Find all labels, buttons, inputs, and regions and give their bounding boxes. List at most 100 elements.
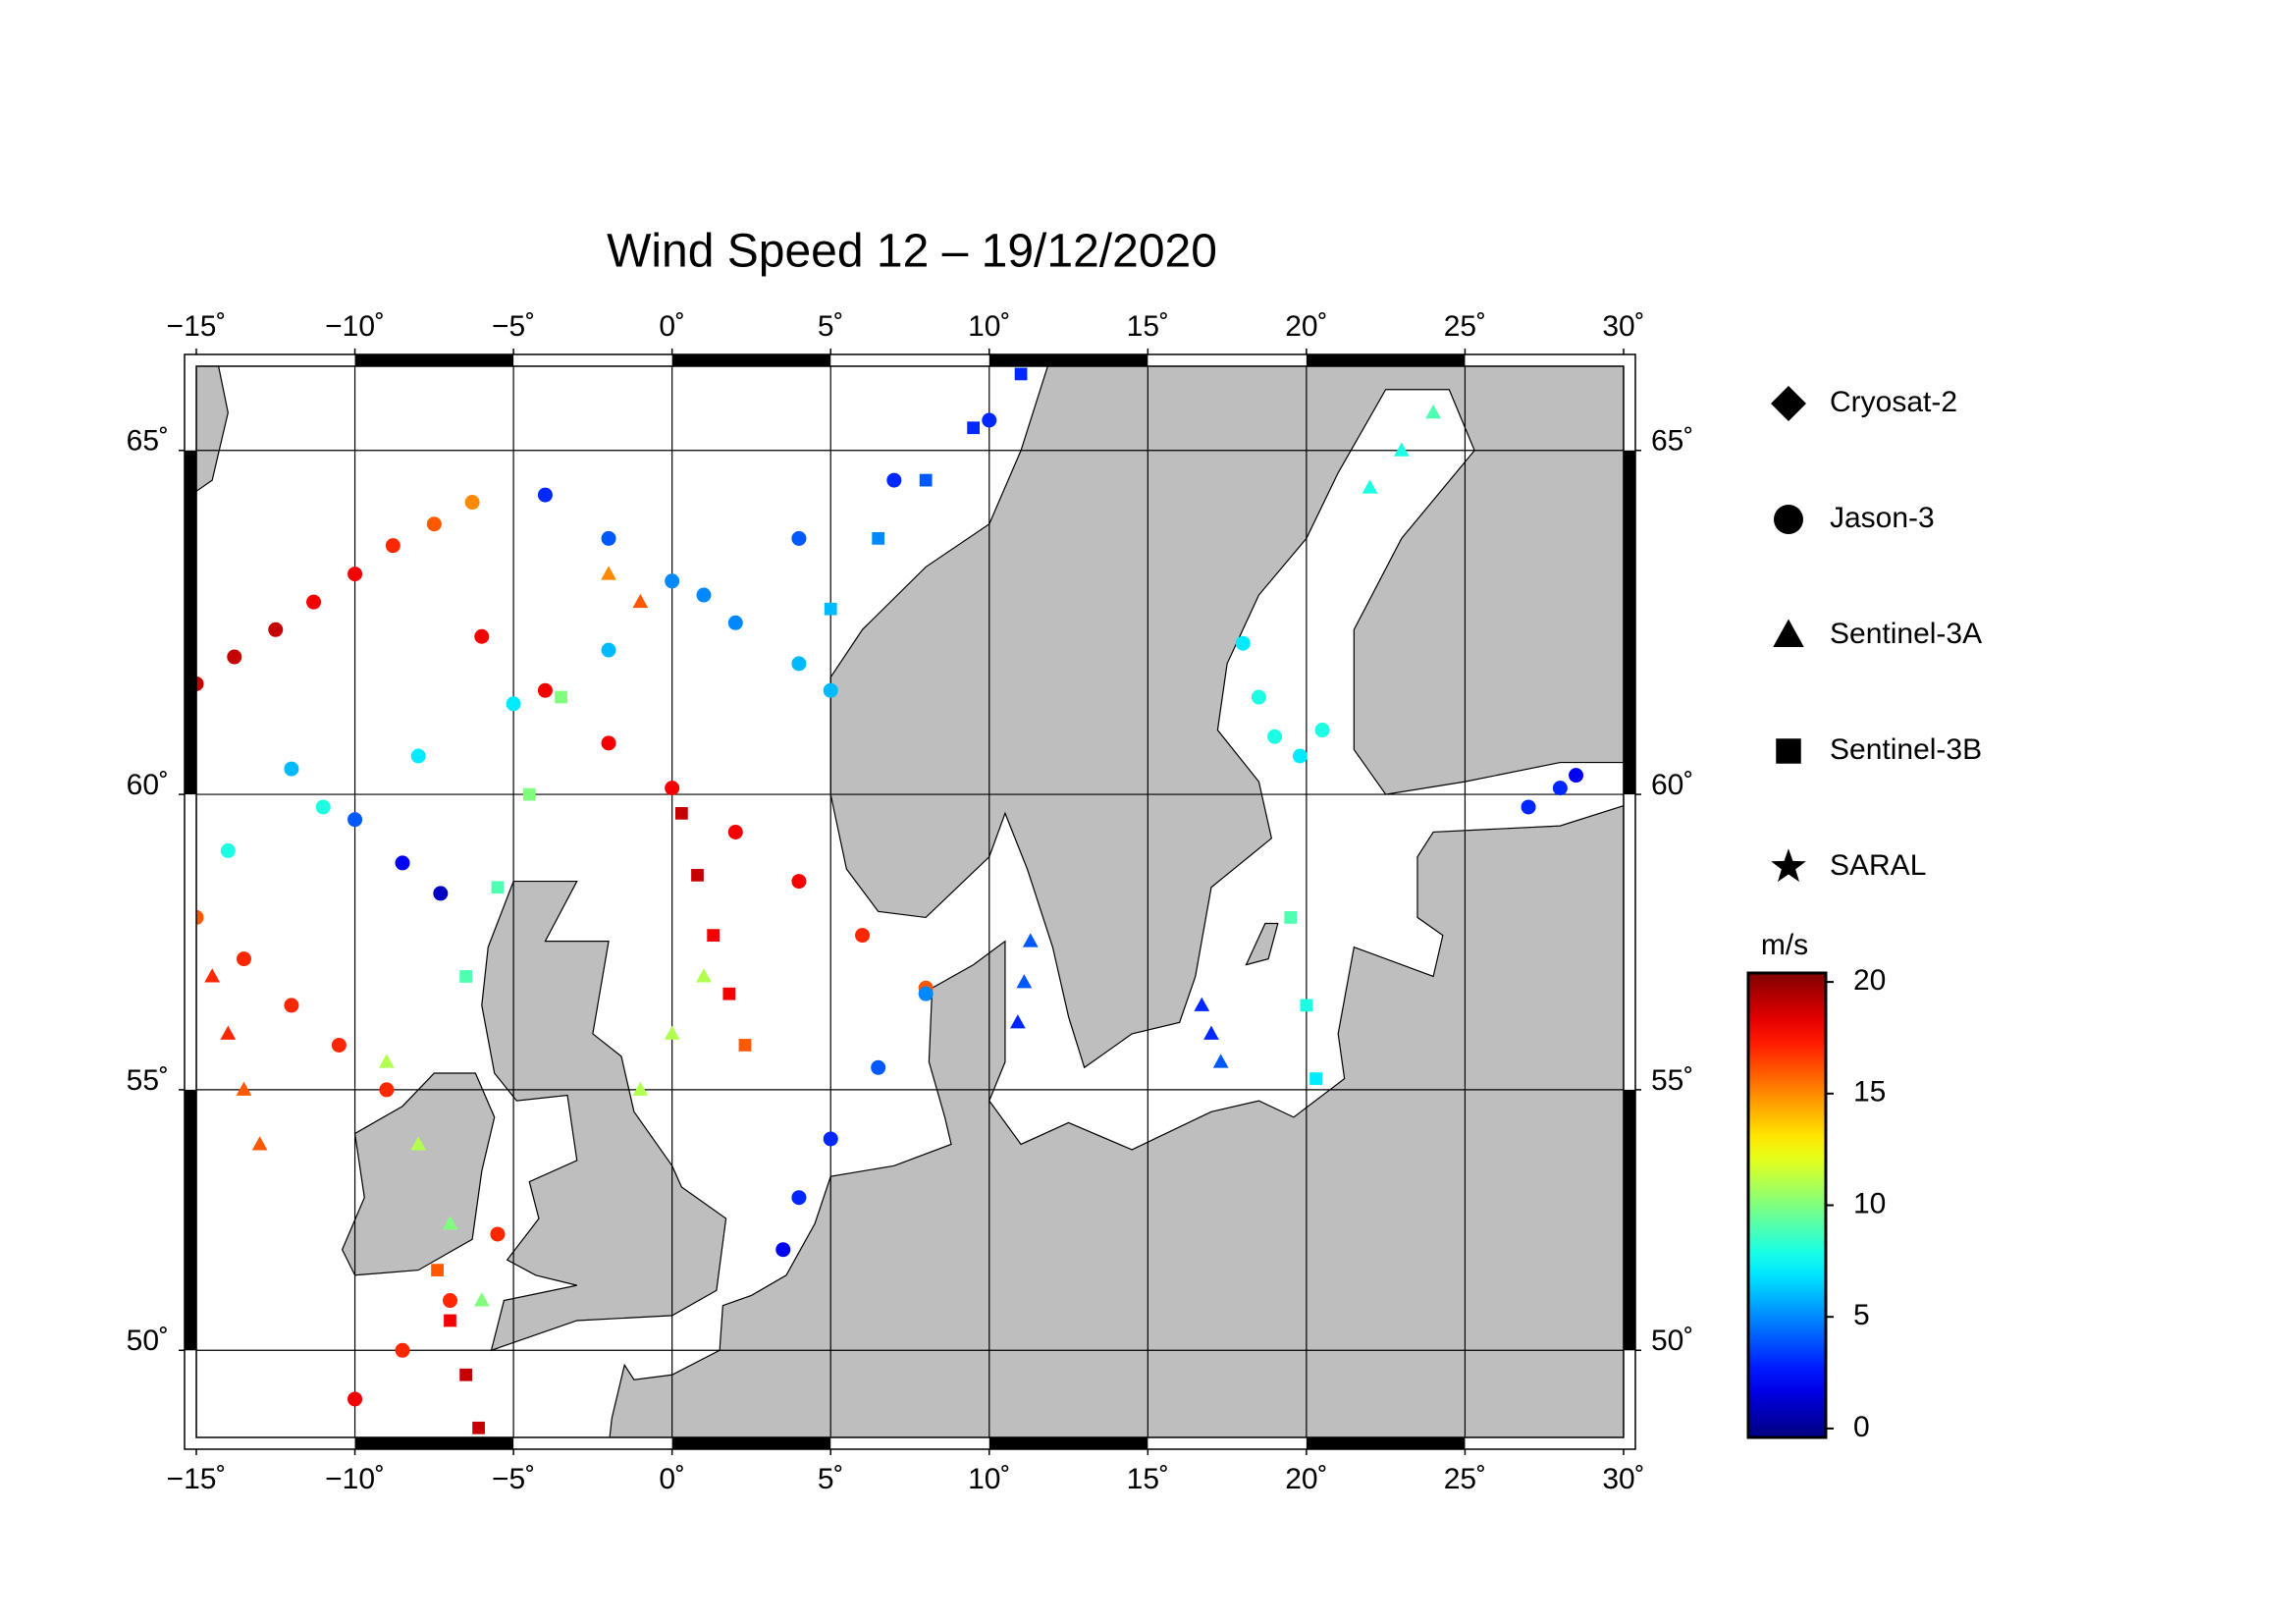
x-tick-label: 20˚ [1285, 310, 1327, 343]
wind-point [378, 1054, 395, 1068]
wind-point [918, 986, 934, 1001]
frame-bar [988, 354, 1148, 366]
wind-point [306, 594, 322, 610]
wind-point [967, 421, 980, 435]
wind-point [1552, 781, 1568, 796]
colorbar-fill [1746, 971, 1828, 1439]
wind-point [1267, 729, 1283, 744]
y-tick-label: 60˚ [127, 769, 169, 801]
wind-point [331, 1037, 347, 1053]
wind-point [220, 1025, 237, 1040]
x-tick-label: 5˚ [818, 310, 844, 343]
y-tick-label: 65˚ [1651, 425, 1693, 458]
frame-bar [1306, 1437, 1466, 1449]
x-tick-label: 20˚ [1285, 1463, 1327, 1495]
legend-marker [1776, 738, 1801, 764]
wind-point [410, 1136, 427, 1151]
colorbar-tick-label: 15 [1853, 1076, 1886, 1109]
wind-point [727, 824, 743, 839]
x-tick-label: 30˚ [1602, 310, 1644, 343]
land-gotland [1245, 922, 1279, 966]
wind-point [555, 690, 567, 704]
x-tick-label: 30˚ [1602, 1463, 1644, 1495]
land-iceland [196, 366, 229, 493]
wind-point [315, 799, 331, 815]
wind-point [537, 487, 553, 503]
wind-point [823, 1131, 838, 1147]
wind-point [727, 615, 743, 630]
wind-point [674, 806, 688, 820]
y-tick-label: 50˚ [127, 1325, 169, 1357]
wind-point [791, 1190, 807, 1206]
frame: −15˚ −15˚ −10˚ −10˚ −5˚ −5˚ 0˚ 0˚ 5˚ 5˚ 10˚ 10˚ 15˚ 1… [127, 310, 1694, 1495]
frame-bar [185, 450, 196, 795]
wind-point [791, 530, 807, 546]
wind-point [1284, 911, 1298, 924]
wind-point [1569, 768, 1584, 784]
wind-point [1362, 479, 1378, 494]
x-tick-label: −5˚ [492, 310, 535, 343]
wind-point [664, 1025, 680, 1040]
x-tick-label: 0˚ [659, 310, 685, 343]
x-tick-label: −15˚ [167, 310, 227, 343]
wind-point [220, 842, 236, 858]
x-tick-label: −5˚ [492, 1463, 535, 1495]
wind-point [601, 642, 616, 658]
wind-point [472, 1421, 485, 1434]
land-ireland [341, 1072, 496, 1276]
colorbar-label: m/s [1761, 929, 1808, 961]
frame-bar [988, 1437, 1148, 1449]
wind-point [1425, 404, 1442, 419]
land-scandinavia [829, 366, 1624, 1069]
x-tick-label: 10˚ [968, 310, 1010, 343]
wind-point [431, 1264, 444, 1276]
x-tick-label: 25˚ [1444, 310, 1486, 343]
wind-point [1235, 635, 1251, 651]
legend-marker [1771, 386, 1806, 421]
wind-point [855, 928, 871, 944]
wind-point [491, 881, 505, 894]
wind-point [1300, 999, 1313, 1012]
wind-point [824, 602, 837, 616]
x-tick-label: −10˚ [325, 310, 385, 343]
wind-point [442, 1216, 458, 1230]
wind-point [1314, 723, 1330, 738]
colorbar-tick-label: 0 [1853, 1411, 1870, 1443]
wind-point [251, 1136, 268, 1151]
colorbar-tick-label: 10 [1853, 1187, 1886, 1219]
wind-point [696, 968, 712, 983]
wind-point [490, 1226, 506, 1242]
y-tick-label: 55˚ [127, 1064, 169, 1097]
legend: Cryosat-2 Jason-3 Sentinel-3A Sentinel-3B SA… [1771, 386, 1982, 883]
wind-point [459, 1368, 473, 1381]
wind-point [1212, 1054, 1229, 1068]
wind-point [791, 874, 807, 890]
wind-point [791, 656, 807, 672]
wind-point [433, 886, 449, 901]
wind-point [601, 735, 616, 751]
x-tick-label: 15˚ [1127, 1463, 1169, 1495]
wind-point [823, 682, 838, 698]
wind-point [1251, 689, 1266, 705]
wind-point [347, 1391, 363, 1407]
wind-point [919, 473, 933, 487]
frame-bar [1624, 450, 1635, 795]
wind-point [1292, 748, 1308, 764]
colorbar: m/s 0 5 10 15 20 [1746, 929, 1886, 1443]
wind-point [601, 566, 616, 580]
legend-marker [1774, 505, 1803, 534]
wind-point [722, 987, 736, 1001]
wind-point [886, 472, 902, 488]
wind-point [410, 748, 426, 764]
wind-point [236, 951, 251, 967]
wind-point [347, 567, 363, 582]
wind-point [738, 1039, 752, 1052]
wind-point [707, 929, 721, 942]
y-tick-label: 55˚ [1651, 1064, 1693, 1097]
wind-point [601, 530, 616, 546]
wind-point [1009, 1014, 1026, 1029]
x-tick-label: 0˚ [659, 1463, 685, 1495]
legend-label: Sentinel-3A [1830, 618, 1982, 650]
wind-point [522, 787, 536, 801]
wind-point [775, 1242, 791, 1258]
